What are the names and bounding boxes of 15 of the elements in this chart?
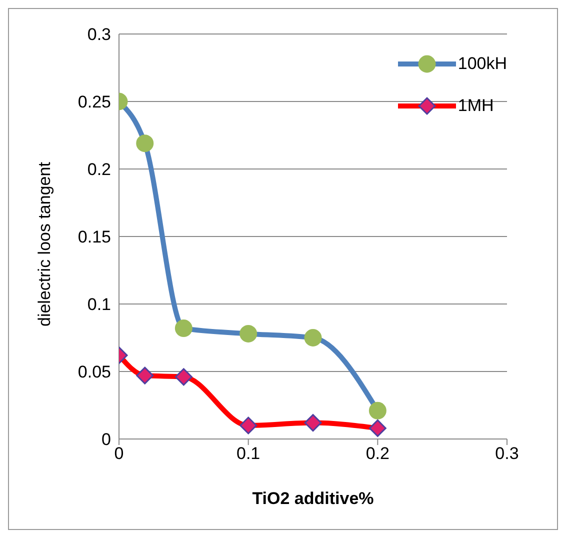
x-tick-label: 0.1 bbox=[236, 444, 260, 464]
y-axis-title: dielectric loos tangent bbox=[35, 162, 54, 326]
legend-label: 100kH bbox=[458, 54, 507, 74]
y-tick-label: 0.15 bbox=[78, 228, 111, 247]
y-tick-label: 0.2 bbox=[87, 160, 111, 180]
y-tick-label: 0.25 bbox=[78, 92, 111, 112]
legend-label: 1MH bbox=[458, 96, 494, 116]
y-tick-label: 0.05 bbox=[78, 362, 111, 382]
y-tick-label: 0 bbox=[102, 430, 111, 450]
y-tick-label: 0.1 bbox=[87, 295, 111, 314]
x-tick-label: 0.3 bbox=[495, 444, 519, 464]
x-tick-label: 0 bbox=[114, 444, 124, 464]
x-tick-label: 0.2 bbox=[366, 444, 390, 464]
y-tick-label: 0.3 bbox=[87, 25, 111, 44]
x-axis-title: TiO2 additive% bbox=[252, 489, 374, 508]
